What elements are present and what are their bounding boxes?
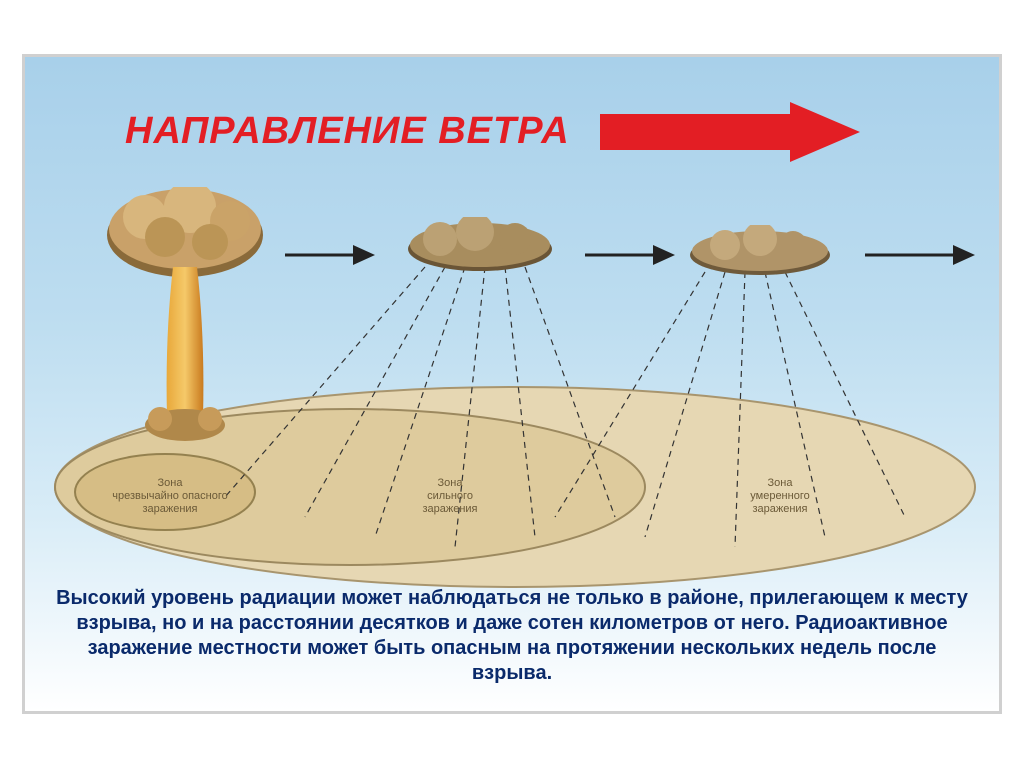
- header-row: НАПРАВЛЕНИЕ ВЕТРА: [125, 102, 939, 162]
- mushroom-cloud-icon: [95, 187, 275, 447]
- zone-label-inner: Зона чрезвычайно опасного заражения: [110, 477, 230, 517]
- fallout-cloud-2-icon: [685, 225, 835, 277]
- fallout-line: [505, 267, 535, 537]
- flow-arrow-1-icon: [285, 242, 375, 268]
- diagram-frame: НАПРАВЛЕНИЕ ВЕТРА Зона чрезвычайно опасн…: [22, 54, 1002, 714]
- fallout-line: [525, 267, 615, 517]
- flow-arrow-2-icon: [585, 242, 675, 268]
- wind-arrow-icon: [600, 102, 860, 162]
- flow-arrow-3-icon: [865, 242, 975, 268]
- heading-text: НАПРАВЛЕНИЕ ВЕТРА: [125, 110, 570, 153]
- fallout-cloud-1-icon: [405, 217, 555, 272]
- zone-label-outer: Зона умеренного заражения: [725, 477, 835, 517]
- zone-label-middle: Зона сильного заражения: [395, 477, 505, 517]
- fallout-line: [555, 272, 705, 517]
- caption-text: Высокий уровень радиации может наблюдать…: [55, 586, 969, 686]
- fallout-line: [645, 272, 725, 537]
